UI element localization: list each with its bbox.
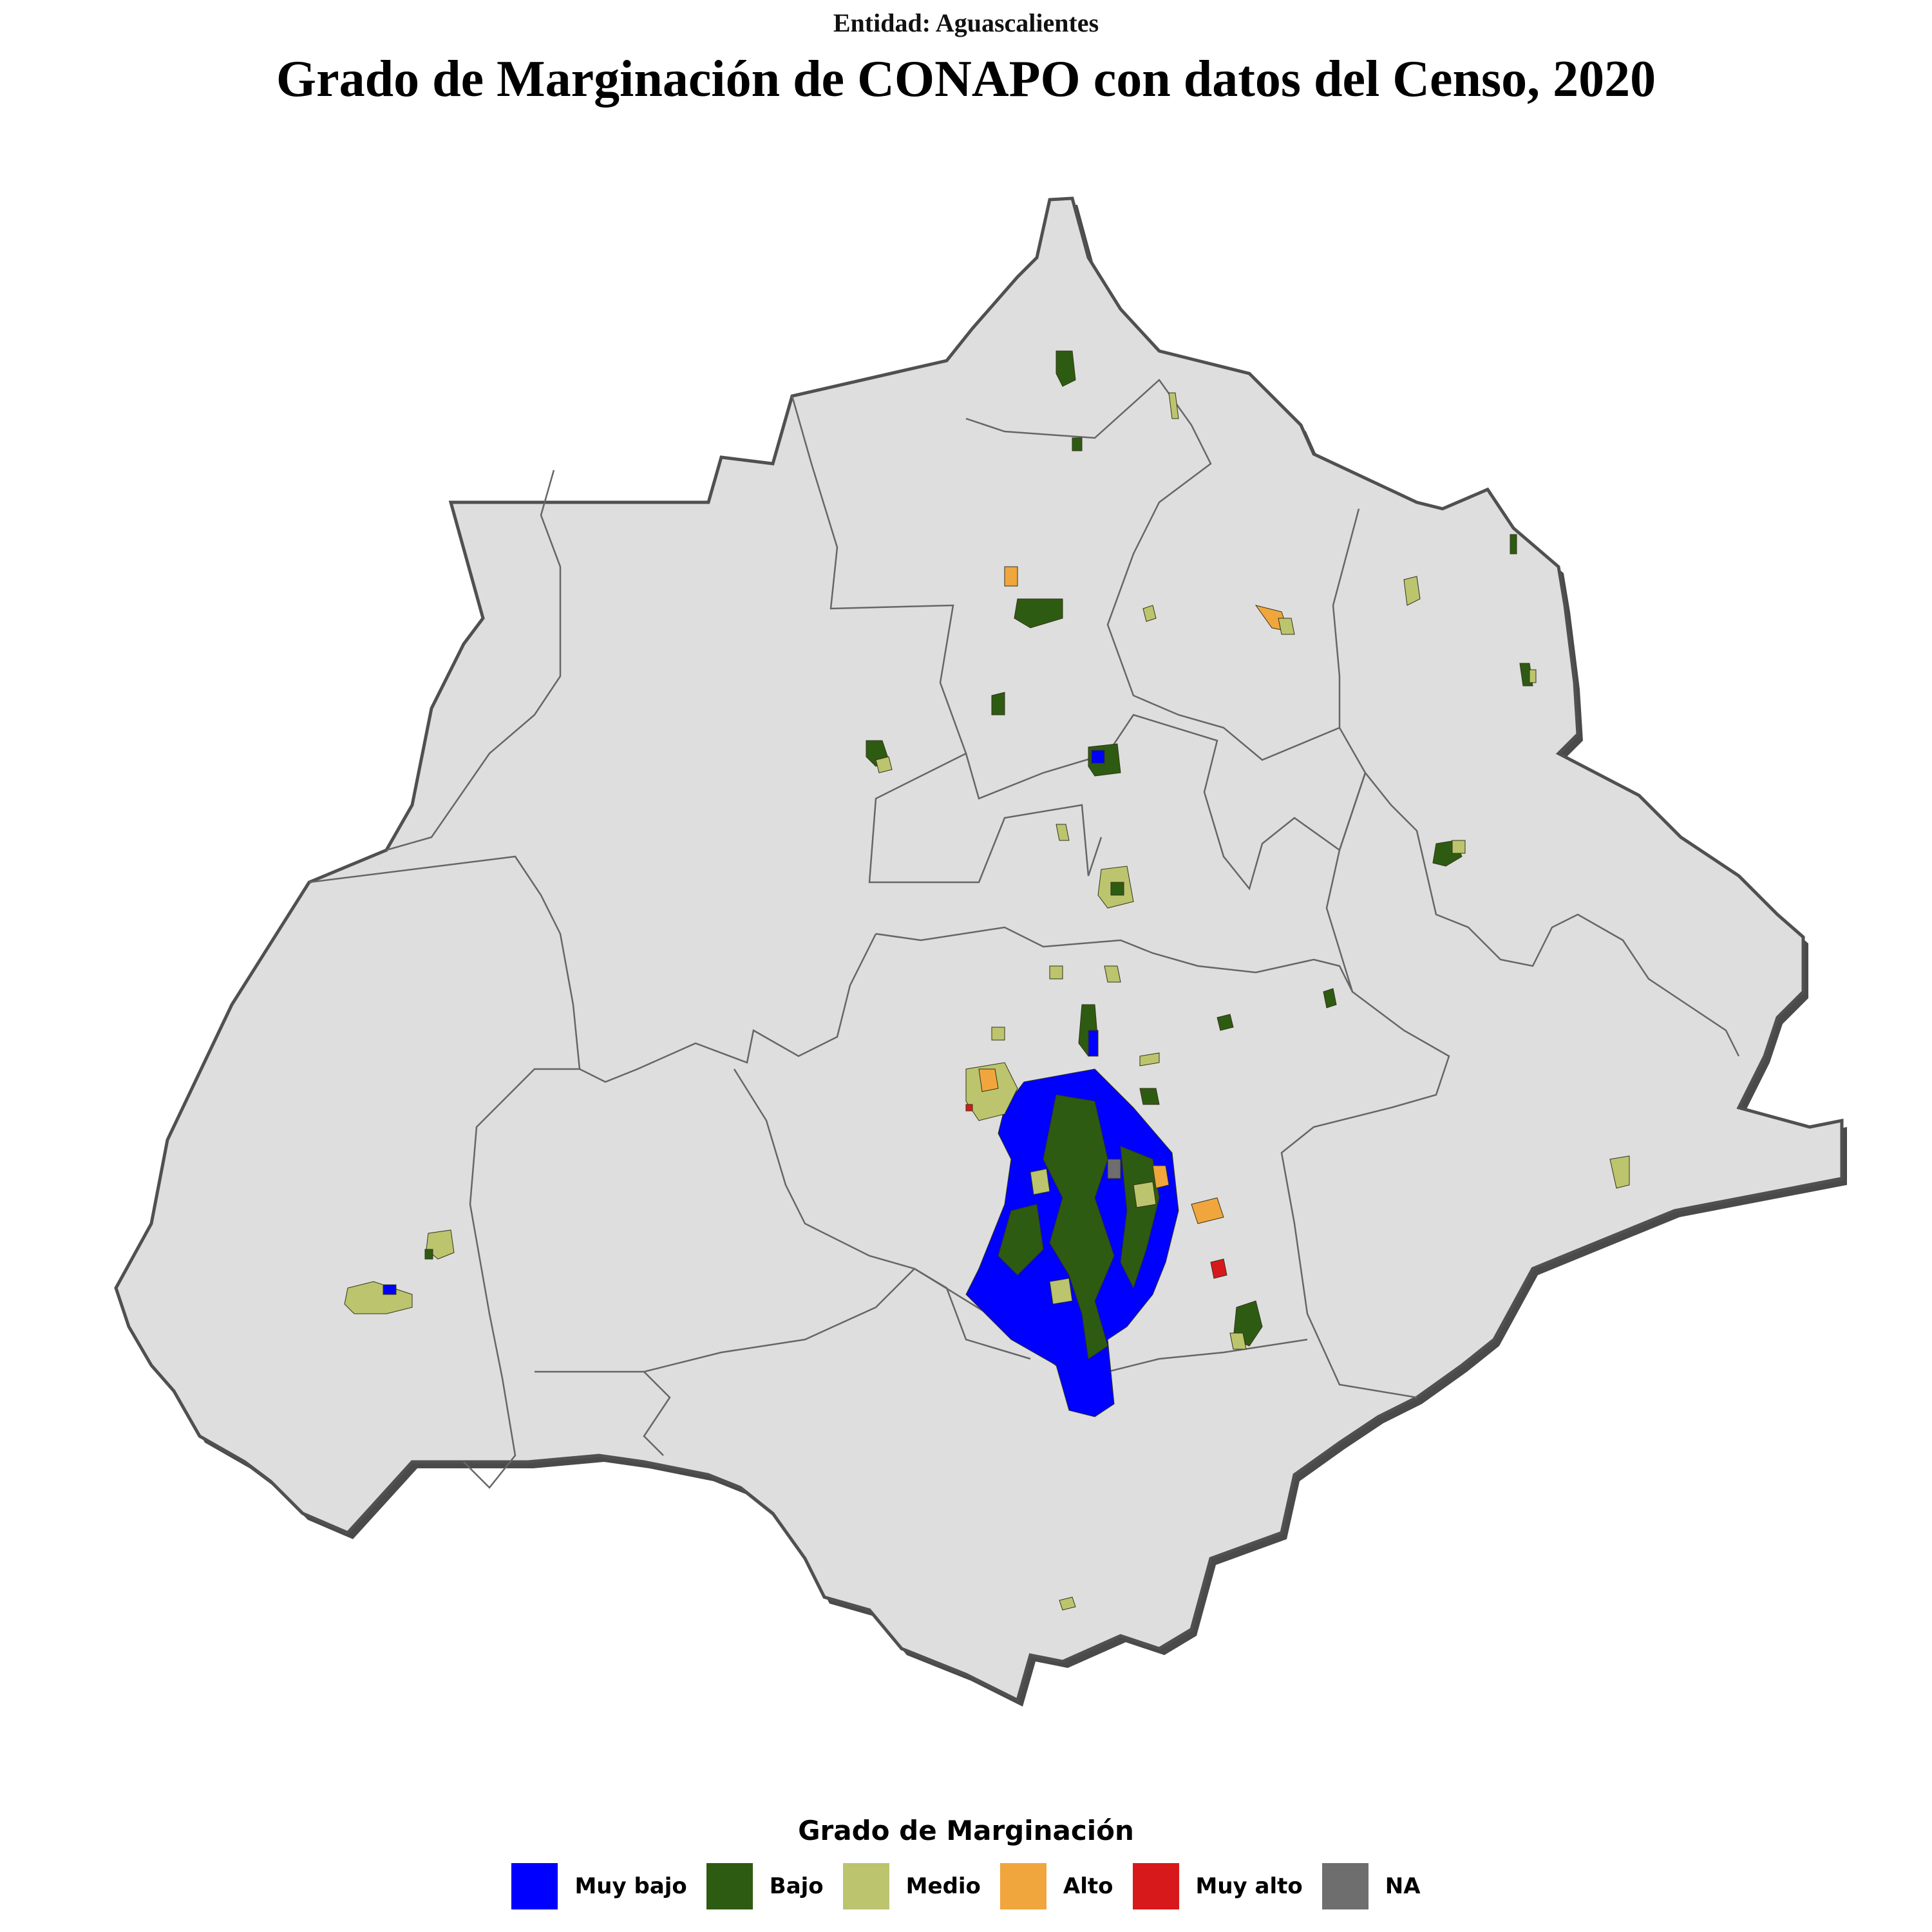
map-subtitle: Entidad: Aguascalientes bbox=[833, 8, 1099, 37]
locality-medio bbox=[875, 756, 893, 773]
legend-label: Medio bbox=[905, 1873, 981, 1899]
locality-medio bbox=[965, 1062, 1018, 1121]
legend-label: Muy bajo bbox=[574, 1873, 687, 1899]
legend-swatch bbox=[1321, 1863, 1368, 1909]
locality-alto bbox=[1004, 566, 1018, 587]
locality-muy-alto bbox=[965, 1104, 973, 1112]
locality-bajo bbox=[1217, 1014, 1234, 1031]
locality-alto bbox=[1191, 1197, 1224, 1224]
legend-swatch bbox=[1132, 1863, 1179, 1909]
locality-bajo bbox=[1110, 882, 1124, 896]
locality-medio bbox=[1049, 1278, 1073, 1305]
locality-bajo bbox=[1014, 598, 1063, 629]
legend-swatch bbox=[999, 1863, 1046, 1909]
locality-bajo bbox=[998, 1204, 1044, 1276]
legend-swatch bbox=[511, 1863, 558, 1909]
locality-muy-bajo bbox=[1091, 750, 1105, 764]
legend-label: NA bbox=[1385, 1873, 1421, 1899]
legend-item-muy-alto: Muy alto bbox=[1132, 1863, 1303, 1909]
locality-medio bbox=[1609, 1155, 1630, 1189]
locality-bajo bbox=[1056, 350, 1076, 387]
locality-medio bbox=[1104, 965, 1121, 983]
locality-medio bbox=[1139, 1052, 1160, 1066]
legend-item-bajo: Bajo bbox=[706, 1863, 824, 1909]
locality-alto bbox=[978, 1068, 999, 1092]
locality-muy-alto bbox=[1210, 1258, 1227, 1279]
legend-item-na: NA bbox=[1321, 1863, 1421, 1909]
legend-item-muy-bajo: Muy bajo bbox=[511, 1863, 687, 1909]
locality-medio bbox=[1142, 605, 1157, 622]
locality-alto bbox=[1152, 1165, 1170, 1189]
locality-medio bbox=[991, 1027, 1005, 1041]
locality-medio bbox=[1056, 824, 1070, 841]
locality-bajo bbox=[991, 692, 1005, 715]
legend-swatch bbox=[842, 1863, 889, 1909]
locality-medio bbox=[426, 1229, 455, 1260]
map-title: Grado de Marginación de CONAPO con datos… bbox=[276, 51, 1656, 108]
locality-medio bbox=[1529, 669, 1537, 683]
localities bbox=[344, 350, 1630, 1611]
locality-bajo bbox=[1139, 1088, 1160, 1105]
locality-medio bbox=[1049, 965, 1063, 980]
legend-label: Alto bbox=[1063, 1873, 1113, 1899]
locality-medio bbox=[1168, 392, 1179, 419]
locality-medio bbox=[1278, 618, 1295, 635]
map-legend: Muy bajo Bajo Medio Alto Muy alto NA bbox=[0, 1863, 1932, 1909]
legend-title: Grado de Marginación bbox=[798, 1815, 1134, 1846]
legend-label: Bajo bbox=[769, 1873, 824, 1899]
locality-na bbox=[1107, 1159, 1121, 1179]
locality-medio bbox=[1403, 576, 1421, 606]
locality-medio bbox=[1059, 1596, 1076, 1611]
legend-item-alto: Alto bbox=[999, 1863, 1113, 1909]
legend-item-medio: Medio bbox=[842, 1863, 981, 1909]
locality-muy-bajo bbox=[383, 1284, 397, 1295]
locality-bajo bbox=[1323, 988, 1337, 1009]
locality-medio bbox=[1030, 1168, 1050, 1195]
legend-label: Muy alto bbox=[1195, 1873, 1303, 1899]
locality-muy-bajo bbox=[1088, 1030, 1099, 1057]
locality-bajo bbox=[424, 1249, 433, 1260]
locality-medio bbox=[1229, 1332, 1247, 1350]
locality-medio bbox=[1452, 840, 1466, 854]
legend-swatch bbox=[706, 1863, 753, 1909]
locality-bajo bbox=[1510, 534, 1517, 554]
locality-medio bbox=[1133, 1181, 1157, 1208]
locality-bajo bbox=[1072, 437, 1083, 451]
state-outline bbox=[114, 196, 1844, 1703]
locality-bajo bbox=[1043, 1094, 1115, 1359]
